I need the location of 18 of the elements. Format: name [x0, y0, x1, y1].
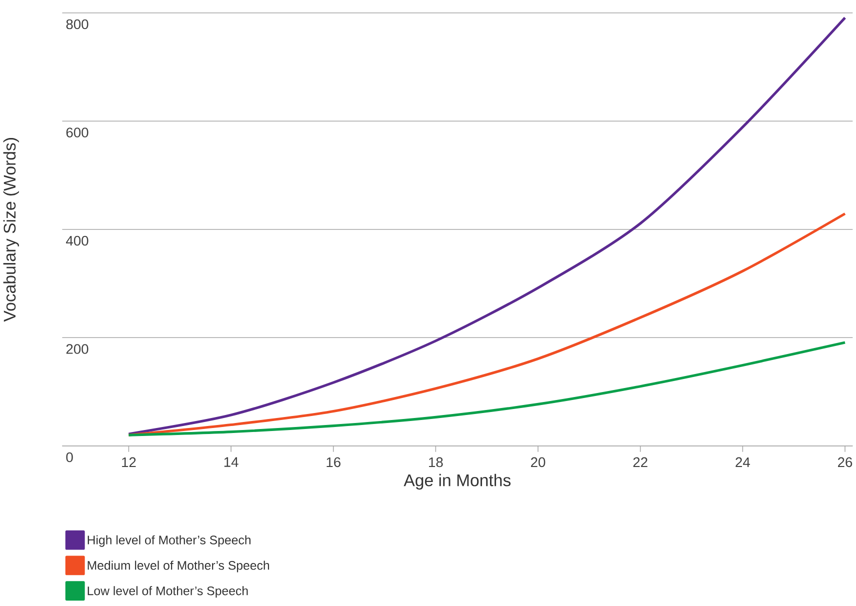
legend-label: Medium level of Mother’s Speech — [88, 560, 270, 572]
y-tick-label: 600 — [66, 128, 88, 138]
x-tick-label: 16 — [326, 457, 340, 468]
x-tick-label: 26 — [838, 457, 852, 468]
x-tick-label: 18 — [429, 457, 443, 468]
legend-label: High level of Mother’s Speech — [88, 535, 250, 547]
x-tick-label: 24 — [736, 457, 750, 468]
x-axis-title: Age in Months — [404, 474, 511, 490]
x-tick-label: 20 — [531, 457, 546, 468]
y-tick-label: 800 — [66, 19, 88, 30]
y-tick-label: 0 — [66, 452, 73, 462]
x-tick-label: 14 — [224, 457, 238, 467]
y-tick-label: 200 — [66, 344, 88, 354]
legend-label: Low level of Mother’s Speech — [88, 586, 248, 598]
x-tick-label: 12 — [122, 457, 136, 468]
x-tick-label: 22 — [633, 457, 648, 468]
y-tick-label: 400 — [66, 236, 88, 246]
y-axis-title: Vocabulary Size (Words) — [3, 138, 19, 322]
